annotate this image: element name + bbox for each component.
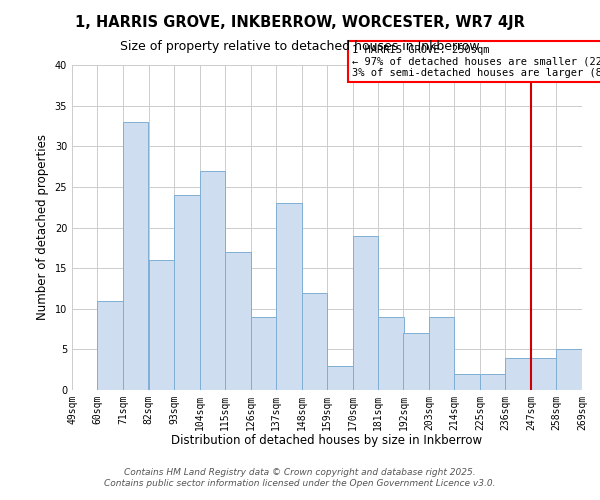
Text: 1, HARRIS GROVE, INKBERROW, WORCESTER, WR7 4JR: 1, HARRIS GROVE, INKBERROW, WORCESTER, W… [75,15,525,30]
Bar [276,203,302,390]
Bar [429,317,455,390]
Bar [455,374,480,390]
Bar [327,366,353,390]
Bar [480,374,505,390]
Bar [403,333,429,390]
Bar [123,122,148,390]
Bar [505,358,531,390]
Bar [149,260,174,390]
Bar [531,358,556,390]
Bar [251,317,276,390]
Bar [556,350,582,390]
Bar [225,252,251,390]
Bar [174,195,199,390]
Text: Size of property relative to detached houses in Inkberrow: Size of property relative to detached ho… [120,40,480,53]
Bar [353,236,378,390]
X-axis label: Distribution of detached houses by size in Inkberrow: Distribution of detached houses by size … [172,434,482,448]
Bar [378,317,404,390]
Text: 1 HARRIS GROVE: 250sqm
← 97% of detached houses are smaller (224)
3% of semi-det: 1 HARRIS GROVE: 250sqm ← 97% of detached… [353,44,600,78]
Bar [302,292,327,390]
Text: Contains HM Land Registry data © Crown copyright and database right 2025.
Contai: Contains HM Land Registry data © Crown c… [104,468,496,487]
Bar [97,300,123,390]
Y-axis label: Number of detached properties: Number of detached properties [36,134,49,320]
Bar [199,170,225,390]
